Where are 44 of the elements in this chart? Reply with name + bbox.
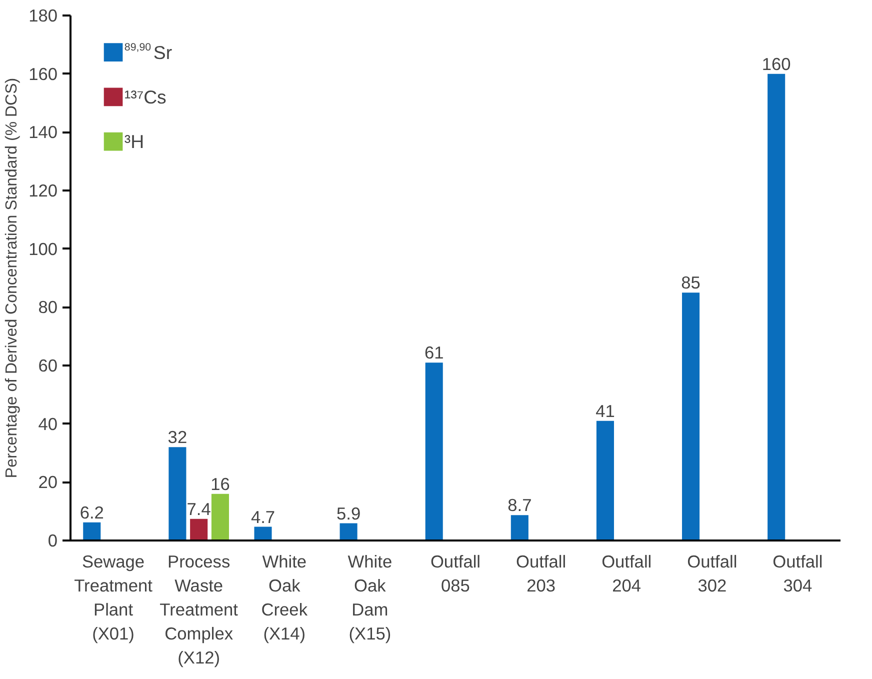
bar <box>510 515 528 540</box>
x-tick-label: Outfall 203 <box>516 552 566 596</box>
bar <box>190 518 208 540</box>
bar <box>168 447 186 540</box>
data-label: 4.7 <box>250 506 276 527</box>
x-tick-label: White Oak Dam (X15) <box>348 552 392 644</box>
x-tick-label: Sewage Treatment Plant (X01) <box>74 552 153 644</box>
x-tick-label: Process Waste Treatment Complex (X12) <box>160 552 238 668</box>
bar <box>211 494 229 540</box>
y-tick-label: 120 <box>28 180 58 200</box>
data-label: 16 <box>210 474 230 494</box>
y-tick-label: 40 <box>38 414 58 434</box>
bar <box>596 420 614 540</box>
y-tick-label: 80 <box>38 297 58 318</box>
legend-label: ¹³⁷Cs <box>124 86 166 108</box>
y-tick-label: 180 <box>28 6 58 26</box>
y-tick-label: 160 <box>28 64 58 84</box>
data-label: 32 <box>168 427 188 448</box>
x-tick-label: Outfall 085 <box>430 552 481 596</box>
x-tick-label: Outfall 204 <box>602 552 652 596</box>
bar <box>682 292 700 540</box>
data-label: 5.9 <box>336 503 361 524</box>
bar <box>340 523 358 540</box>
legend-label: ³H <box>124 131 144 152</box>
data-label: 61 <box>424 342 444 363</box>
bar <box>768 74 786 540</box>
data-label: 41 <box>596 400 615 421</box>
y-tick-label: 100 <box>28 238 58 259</box>
x-tick-label: White Oak Creek (X14) <box>261 552 308 644</box>
bar <box>83 522 101 540</box>
x-tick-label: Outfall 304 <box>772 552 823 596</box>
data-label: 85 <box>681 272 700 293</box>
y-axis-title: Percentage of Derived Concentration Standard (% DCS) <box>4 78 21 478</box>
y-tick-label: 140 <box>28 122 58 142</box>
x-tick-label: Outfall 302 <box>687 552 738 596</box>
bar <box>425 362 443 540</box>
data-label: 7.4 <box>186 498 212 519</box>
bar <box>254 526 272 540</box>
y-tick-label: 60 <box>38 356 58 376</box>
data-label: 6.2 <box>80 502 104 522</box>
data-label: 160 <box>762 54 791 74</box>
y-tick-label: 0 <box>48 530 58 550</box>
y-tick-label: 20 <box>38 472 58 492</box>
data-label: 8.7 <box>508 495 532 516</box>
